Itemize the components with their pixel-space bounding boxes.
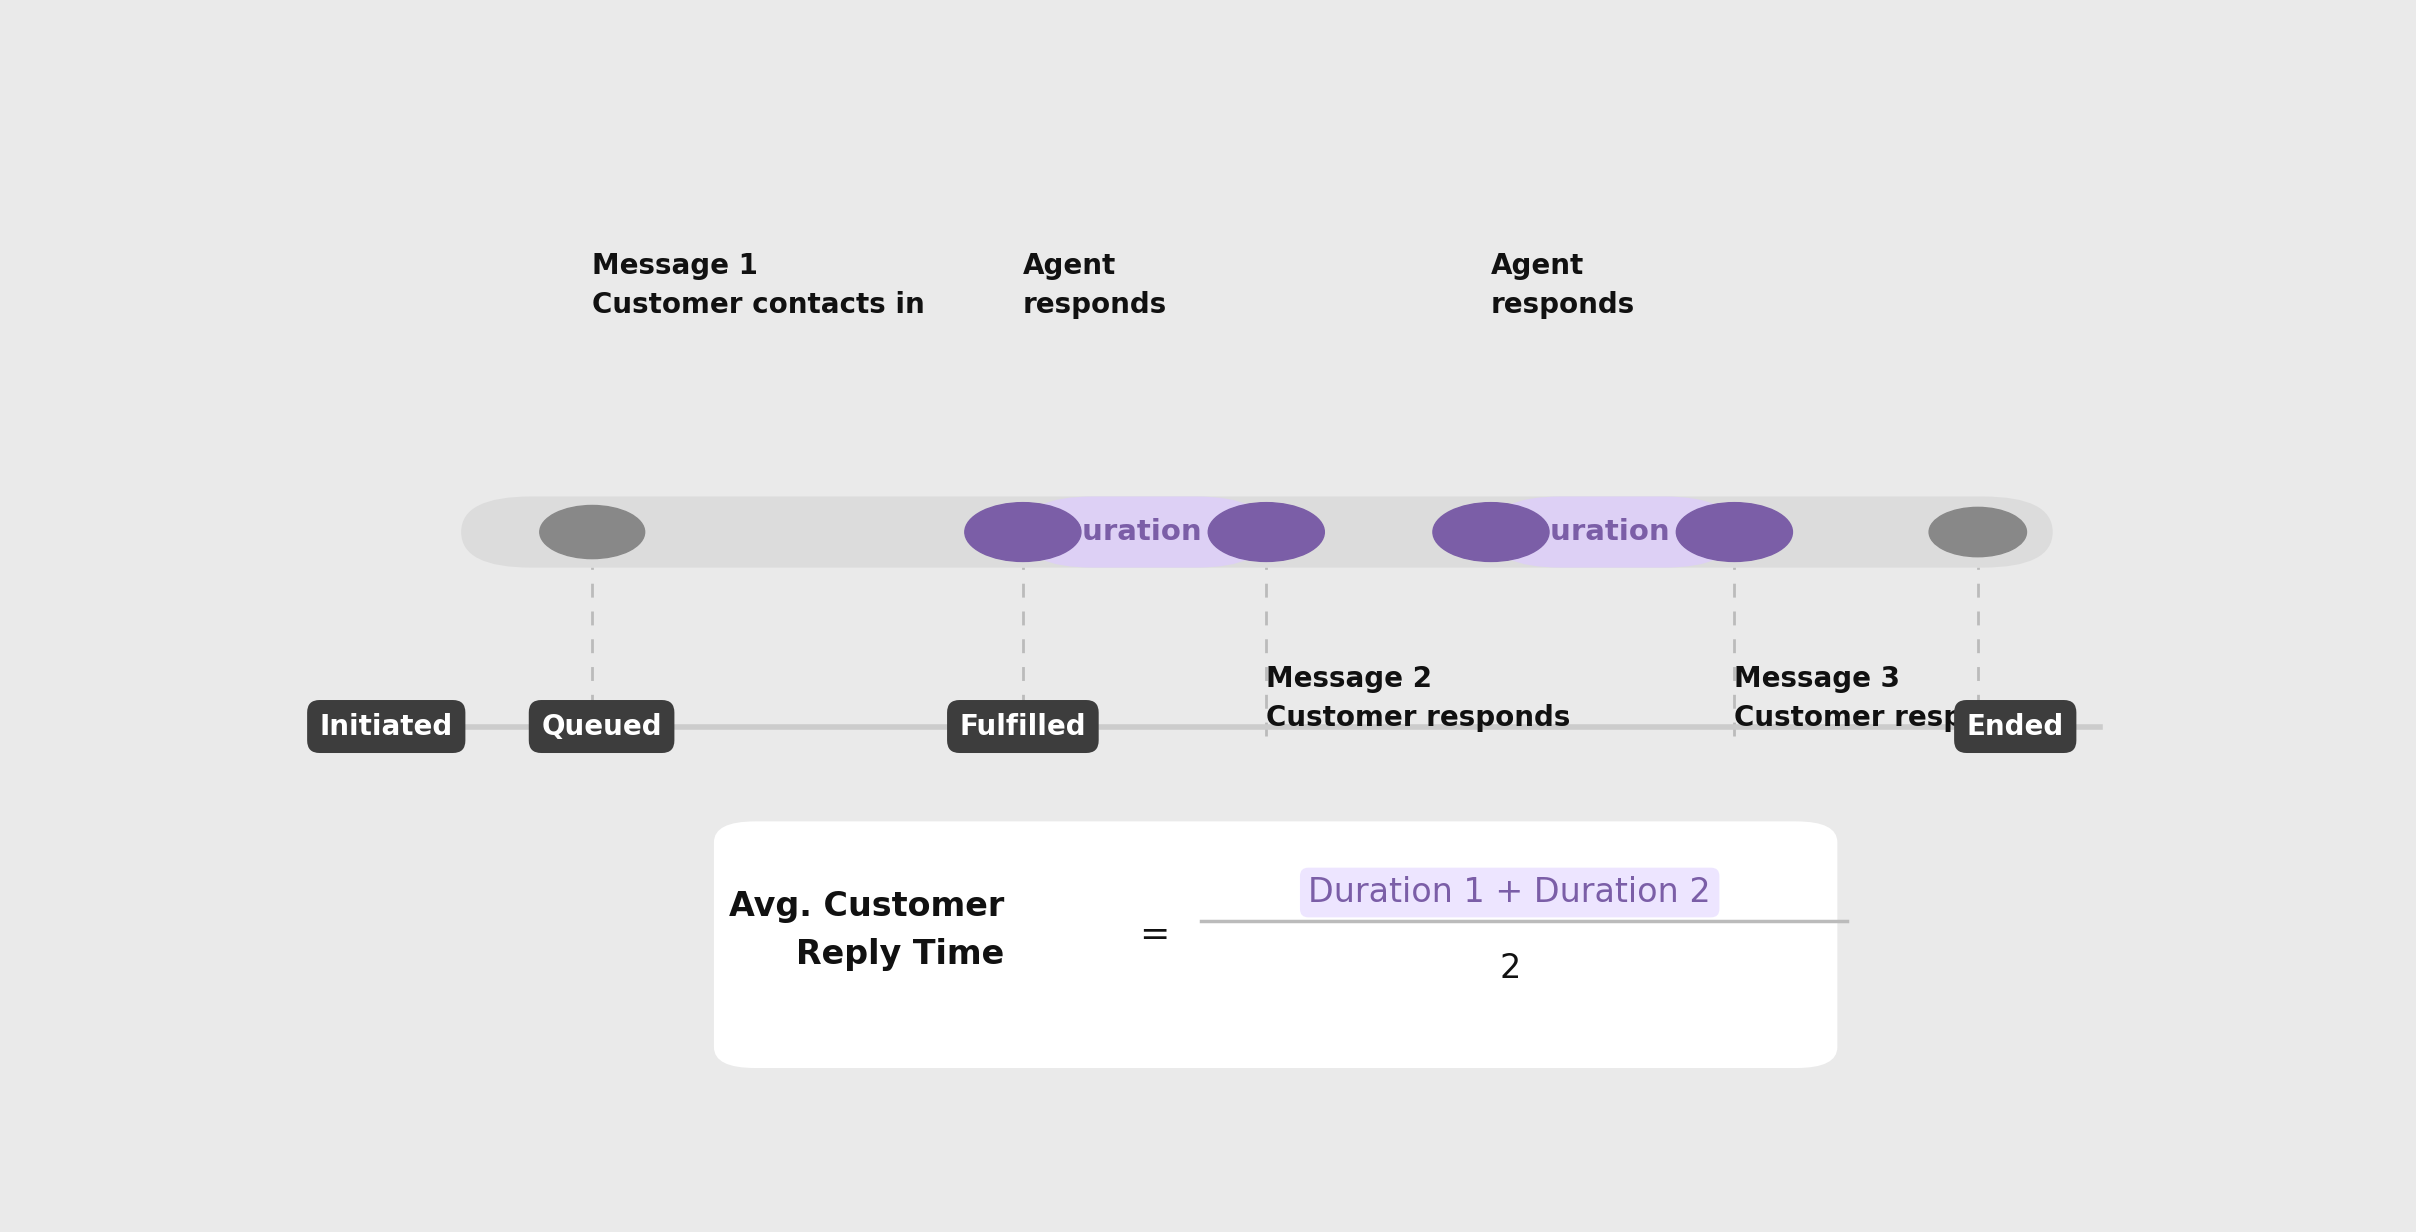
Circle shape [1928, 508, 2027, 557]
FancyBboxPatch shape [715, 822, 1836, 1068]
Text: Fulfilled: Fulfilled [959, 712, 1087, 740]
FancyBboxPatch shape [1491, 496, 1735, 568]
Text: =: = [1138, 918, 1169, 952]
Text: Avg. Customer
   Reply Time: Avg. Customer Reply Time [730, 890, 1005, 971]
Circle shape [1677, 503, 1793, 562]
Text: Agent
responds: Agent responds [1022, 251, 1167, 319]
Text: 2: 2 [1498, 952, 1520, 984]
Text: Duration 1 + Duration 2: Duration 1 + Duration 2 [1309, 876, 1711, 909]
Text: Agent
responds: Agent responds [1491, 251, 1636, 319]
FancyBboxPatch shape [461, 496, 2054, 568]
Text: Message 3
Customer responds: Message 3 Customer responds [1735, 665, 2039, 732]
Text: Message 1
Customer contacts in: Message 1 Customer contacts in [592, 251, 925, 319]
Text: Duration 1: Duration 1 [1058, 517, 1232, 546]
Text: Queued: Queued [541, 712, 662, 740]
Circle shape [964, 503, 1080, 562]
Text: Message 2
Customer responds: Message 2 Customer responds [1266, 665, 1570, 732]
Text: Ended: Ended [1967, 712, 2063, 740]
Circle shape [1208, 503, 1324, 562]
Text: Duration 2: Duration 2 [1527, 517, 1698, 546]
Circle shape [539, 505, 645, 558]
Circle shape [1433, 503, 1549, 562]
Text: Initiated: Initiated [319, 712, 452, 740]
FancyBboxPatch shape [1022, 496, 1266, 568]
